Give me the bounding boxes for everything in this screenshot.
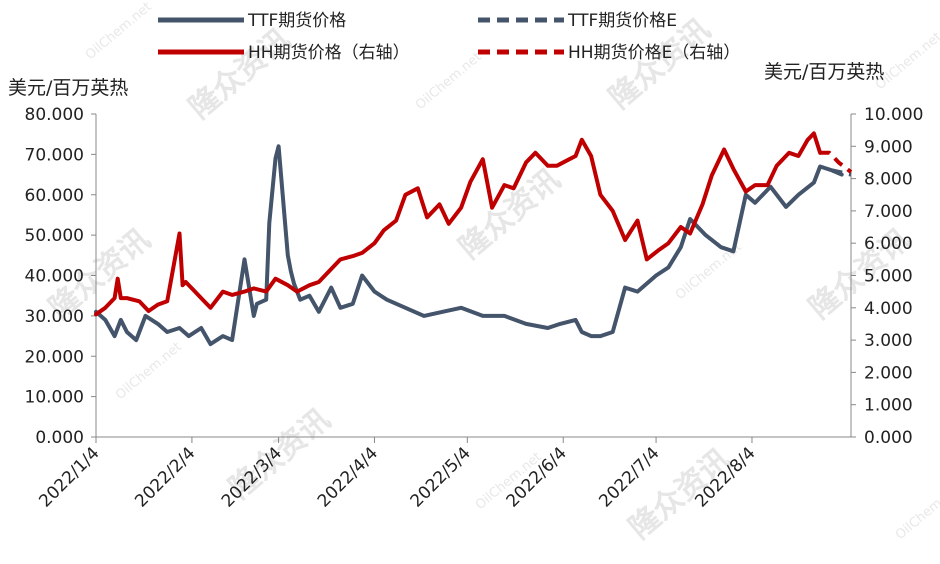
right-tick-label: 2.000 bbox=[864, 363, 913, 383]
legend-entry-ttf-e: TTF期货价格E bbox=[478, 11, 677, 31]
x-tick-label: 2022/1/4 bbox=[35, 443, 103, 511]
watermark-domain: OilChem.net bbox=[113, 340, 185, 403]
legend-label-ttf: TTF期货价格 bbox=[247, 11, 346, 31]
axes bbox=[95, 114, 852, 438]
legend: TTF期货价格 TTF期货价格E HH期货价格（右轴） HH期货价格E（右轴） bbox=[158, 11, 740, 63]
watermark-domain: OilChem.net bbox=[413, 50, 485, 113]
legend-label-hh: HH期货价格（右轴） bbox=[248, 43, 410, 63]
series-line-1 bbox=[831, 168, 852, 177]
left-tick-label: 20.000 bbox=[25, 347, 84, 367]
right-axis-unit: 美元/百万英热 bbox=[764, 61, 884, 83]
left-axis-unit: 美元/百万英热 bbox=[8, 77, 128, 99]
watermark-brand: 隆众资讯 bbox=[183, 22, 297, 126]
legend-label-ttf-e: TTF期货价格E bbox=[567, 11, 677, 31]
watermark-brand: 隆众资讯 bbox=[453, 162, 567, 266]
left-axis-ticks: 0.000 10.000 20.000 30.000 40.000 50.000 60.00… bbox=[25, 105, 96, 448]
left-tick-label: 0.000 bbox=[35, 428, 84, 448]
right-tick-label: 1.000 bbox=[864, 396, 913, 416]
left-tick-label: 70.000 bbox=[25, 145, 84, 165]
x-tick-label: 2022/4/4 bbox=[314, 443, 382, 511]
left-tick-label: 30.000 bbox=[25, 307, 84, 327]
left-tick-label: 10.000 bbox=[25, 388, 84, 408]
left-tick-label: 40.000 bbox=[25, 267, 84, 287]
legend-entry-hh-e: HH期货价格E（右轴） bbox=[478, 43, 740, 63]
legend-entry-ttf: TTF期货价格 bbox=[158, 11, 346, 31]
series-line-0 bbox=[94, 144, 844, 347]
right-tick-label: 10.000 bbox=[864, 105, 923, 125]
series-line-3 bbox=[820, 150, 853, 174]
right-tick-label: 7.000 bbox=[864, 202, 913, 222]
left-tick-label: 80.000 bbox=[25, 105, 84, 125]
x-tick-label: 2022/5/4 bbox=[407, 443, 475, 511]
x-tick-label: 2022/2/4 bbox=[131, 443, 199, 511]
right-tick-label: 8.000 bbox=[864, 170, 913, 190]
watermark-domain: OilChem.net bbox=[83, 0, 155, 63]
left-tick-label: 50.000 bbox=[25, 226, 84, 246]
right-tick-label: 9.000 bbox=[864, 137, 913, 157]
right-tick-label: 0.000 bbox=[864, 428, 913, 448]
legend-label-hh-e: HH期货价格E（右轴） bbox=[568, 43, 740, 63]
right-tick-label: 5.000 bbox=[864, 267, 913, 287]
legend-entry-hh: HH期货价格（右轴） bbox=[158, 43, 410, 63]
left-tick-label: 60.000 bbox=[25, 186, 84, 206]
right-tick-label: 4.000 bbox=[864, 299, 913, 319]
right-tick-label: 3.000 bbox=[864, 331, 913, 351]
series-line-2 bbox=[94, 131, 823, 317]
right-tick-label: 6.000 bbox=[864, 234, 913, 254]
right-axis-ticks: 0.000 1.000 2.000 3.000 4.000 5.000 6.000 7.000… bbox=[851, 105, 923, 448]
plot-series bbox=[94, 131, 853, 347]
watermark-domain: OilChem.net bbox=[893, 480, 940, 543]
